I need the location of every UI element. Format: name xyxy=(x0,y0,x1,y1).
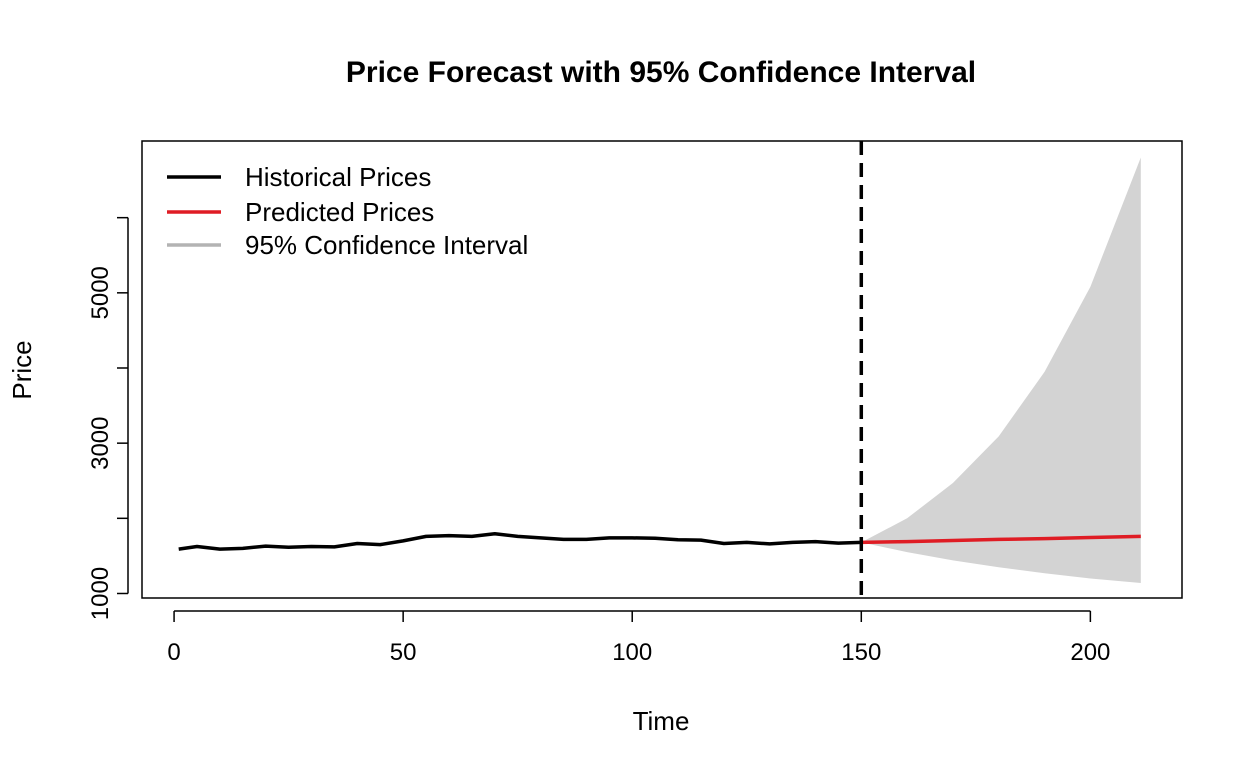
y-tick-label: 3000 xyxy=(87,417,114,470)
legend-item: Historical Prices xyxy=(167,162,431,192)
legend-label: Historical Prices xyxy=(245,162,431,192)
confidence-band xyxy=(861,157,1141,583)
x-tick-label: 50 xyxy=(390,639,417,666)
predicted-prices-line xyxy=(861,534,1141,545)
y-tick-label: 1000 xyxy=(87,567,114,620)
plot-area xyxy=(178,141,1141,598)
plot-frame xyxy=(141,140,1183,599)
legend-label: Predicted Prices xyxy=(245,197,434,227)
y-axis: 1000 3000 5000 xyxy=(87,216,129,620)
legend-label: 95% Confidence Interval xyxy=(245,230,528,260)
legend-item: 95% Confidence Interval xyxy=(167,230,528,260)
y-tick-label: 5000 xyxy=(87,266,114,319)
historical-prices-line xyxy=(178,531,862,551)
legend-item: Predicted Prices xyxy=(167,197,434,227)
y-axis-label: Price xyxy=(7,340,37,399)
x-axis-label: Time xyxy=(633,706,690,736)
x-tick-label: 100 xyxy=(612,639,652,666)
x-tick-label: 0 xyxy=(167,639,180,666)
x-tick-label: 150 xyxy=(841,639,881,666)
chart-title: Price Forecast with 95% Confidence Inter… xyxy=(346,56,976,89)
x-tick-label: 200 xyxy=(1070,639,1110,666)
x-axis: 0 50 100 150 200 xyxy=(167,610,1110,666)
